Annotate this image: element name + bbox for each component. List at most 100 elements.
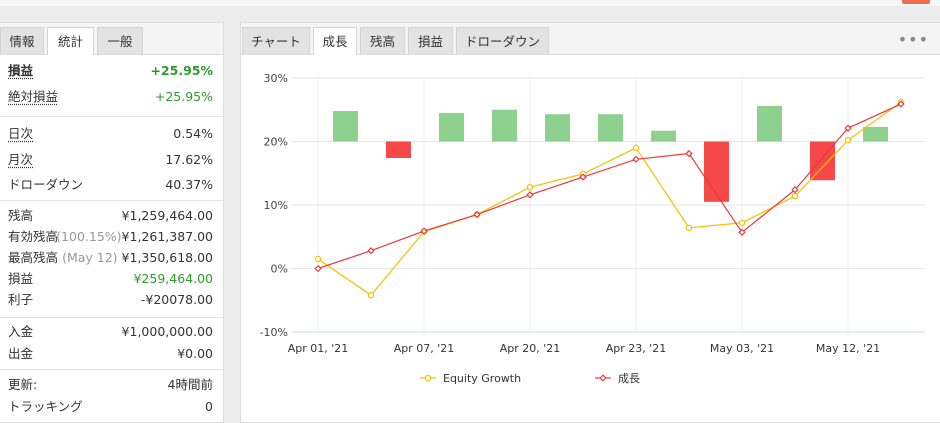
stat-value-abs-gain: +25.95% xyxy=(154,89,213,104)
stat-label-equity: 有効残高 xyxy=(8,229,59,244)
stat-value-tracking: 0 xyxy=(205,399,213,414)
data-point xyxy=(579,173,587,181)
bar xyxy=(545,114,570,142)
bar xyxy=(651,130,676,142)
stat-value-equity: (100.15%)¥1,261,387.00 xyxy=(56,228,213,246)
stat-label-daily[interactable]: 日次 xyxy=(8,126,34,141)
bar xyxy=(386,141,411,159)
stats-panel: 情報 統計 一般 損益 +25.95% 絶対損益 +25.95% 日次 0.54… xyxy=(0,22,224,423)
y-tick-label: 0% xyxy=(271,263,288,276)
stat-label-highest: 最高残高 xyxy=(8,250,59,265)
stat-row-abs-gain: 絶対損益 +25.95% xyxy=(8,88,213,106)
top-bar xyxy=(0,0,940,6)
stat-row-balance: 残高 ¥1,259,464.00 xyxy=(8,207,213,225)
stat-value-highest: (May 12) ¥1,350,618.00 xyxy=(62,249,213,267)
stat-label-deposit: 入金 xyxy=(8,324,34,339)
tab-chart[interactable]: チャート xyxy=(242,27,310,54)
stat-amount-equity: ¥1,261,387.00 xyxy=(121,229,213,244)
chart-panel: チャート 成長 残高 損益 ドローダウン ••• xyxy=(240,22,940,423)
stat-label-gain[interactable]: 損益 xyxy=(8,63,34,78)
stat-row-highest: 最高残高 (May 12) ¥1,350,618.00 xyxy=(8,249,213,267)
data-point xyxy=(367,291,375,299)
data-point xyxy=(314,255,322,263)
data-point xyxy=(526,191,534,199)
stat-value-balance: ¥1,259,464.00 xyxy=(121,208,213,223)
stat-label-abs-gain[interactable]: 絶対損益 xyxy=(8,89,59,104)
stat-label-withdrawal: 出金 xyxy=(8,346,34,361)
stat-amount-highest: ¥1,350,618.00 xyxy=(121,250,213,265)
stat-row-tracking: トラッキング 0 xyxy=(8,398,213,416)
bar xyxy=(439,112,464,142)
legend-marker xyxy=(599,374,607,382)
stat-value-drawdown: 40.37% xyxy=(165,177,213,192)
divider xyxy=(0,369,223,370)
stat-row-drawdown: ドローダウン 40.37% xyxy=(8,176,213,194)
stat-row-equity: 有効残高 (100.15%)¥1,261,387.00 xyxy=(8,228,213,246)
data-point xyxy=(420,227,428,235)
stat-row-interest: 利子 -¥20078.00 xyxy=(8,291,213,309)
data-point xyxy=(526,184,534,191)
divider xyxy=(0,200,223,201)
stat-note-equity: (100.15%) xyxy=(56,229,122,244)
stat-row-monthly: 月次 17.62% xyxy=(8,151,213,169)
chart-tab-bar: チャート 成長 残高 損益 ドローダウン ••• xyxy=(241,23,940,55)
data-point xyxy=(738,219,746,226)
stat-value-updated: 4時間前 xyxy=(167,377,213,392)
x-tick-label: Apr 07, '21 xyxy=(394,342,455,355)
x-tick-label: May 12, '21 xyxy=(816,342,880,355)
stat-label-profit: 損益 xyxy=(8,271,34,286)
bar xyxy=(704,141,729,202)
data-point xyxy=(473,210,481,219)
stat-row-gain: 損益 +25.95% xyxy=(8,62,213,80)
stat-label-drawdown: ドローダウン xyxy=(8,177,84,192)
tab-balance[interactable]: 残高 xyxy=(360,27,405,54)
series-line xyxy=(317,103,902,270)
stat-row-updated: 更新: 4時間前 xyxy=(8,376,213,394)
data-point xyxy=(844,124,852,132)
divider xyxy=(0,116,223,117)
bar xyxy=(863,126,888,142)
stat-value-withdrawal: ¥0.00 xyxy=(177,346,213,361)
stat-value-gain: +25.95% xyxy=(150,63,213,78)
growth-chart: 30% 20% 10% 0% -10%Apr 01, '21 Apr 07, '21 Apr… xyxy=(260,72,925,385)
y-tick-label: 30% xyxy=(264,72,288,85)
data-point xyxy=(897,100,905,108)
bar xyxy=(492,109,517,142)
stat-label-updated: 更新: xyxy=(8,377,38,392)
stat-row-daily: 日次 0.54% xyxy=(8,125,213,143)
y-tick-label: 20% xyxy=(264,136,288,149)
legend-label: 成長 xyxy=(618,372,640,385)
top-accent xyxy=(902,0,930,4)
data-point xyxy=(367,247,375,255)
stat-label-monthly[interactable]: 月次 xyxy=(8,152,34,167)
y-tick-label: 10% xyxy=(264,199,288,212)
tab-growth[interactable]: 成長 xyxy=(313,27,357,55)
stat-label-balance: 残高 xyxy=(8,208,34,223)
bar xyxy=(333,111,358,142)
tab-profit[interactable]: 損益 xyxy=(408,27,453,54)
tab-drawdown[interactable]: ドローダウン xyxy=(456,27,549,54)
data-point xyxy=(738,228,746,236)
bar xyxy=(598,114,623,142)
legend-label: Equity Growth xyxy=(443,372,521,385)
divider xyxy=(0,317,223,318)
legend-marker xyxy=(424,374,432,382)
tab-info[interactable]: 情報 xyxy=(0,27,44,54)
more-horizontal-icon[interactable]: ••• xyxy=(897,30,929,49)
tab-stats[interactable]: 統計 xyxy=(47,27,94,55)
stat-note-highest: (May 12) xyxy=(62,250,118,265)
stat-label-interest: 利子 xyxy=(8,292,34,307)
stat-label-tracking: トラッキング xyxy=(8,399,83,414)
stat-value-daily: 0.54% xyxy=(173,126,213,141)
data-point xyxy=(314,264,322,273)
x-tick-label: Apr 01, '21 xyxy=(288,342,349,355)
stat-value-monthly: 17.62% xyxy=(165,152,213,167)
stat-row-withdrawal: 出金 ¥0.00 xyxy=(8,345,213,363)
stat-value-profit: ¥259,464.00 xyxy=(133,271,213,286)
tab-general[interactable]: 一般 xyxy=(97,27,143,54)
y-tick-label: -10% xyxy=(260,326,288,339)
x-tick-label: Apr 23, '21 xyxy=(606,342,667,355)
data-point xyxy=(685,149,693,158)
series-line xyxy=(317,101,902,296)
data-point xyxy=(791,192,799,200)
